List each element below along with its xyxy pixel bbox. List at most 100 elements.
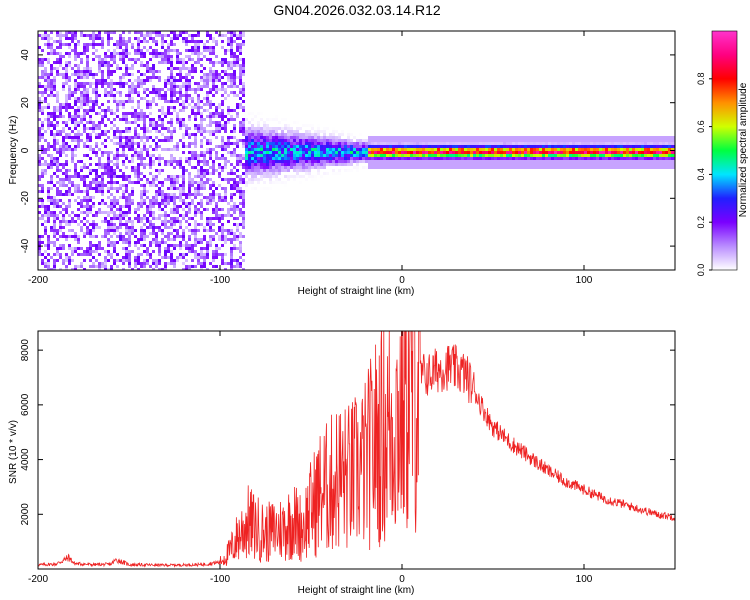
heatmap-cell [59,145,62,148]
heatmap-cell [527,163,530,166]
heatmap-cell [431,142,434,145]
heatmap-cell [119,130,122,133]
heatmap-cell [665,157,668,160]
heatmap-cell [110,64,113,67]
heatmap-cell [263,175,266,178]
heatmap-cell [215,205,218,208]
heatmap-cell [200,115,203,118]
heatmap-cell [314,163,317,166]
heatmap-cell [92,121,95,124]
heatmap-cell [410,139,413,142]
heatmap-cell [632,151,635,154]
heatmap-cell [488,139,491,142]
heatmap-cell [221,223,224,226]
heatmap-cell [116,235,119,238]
heatmap-cell [167,187,170,190]
heatmap-cell [53,88,56,91]
heatmap-cell [467,163,470,166]
heatmap-cell [56,151,59,154]
heatmap-cell [59,31,62,34]
heatmap-cell [209,154,212,157]
heatmap-cell [383,142,386,145]
heatmap-cell [449,163,452,166]
heatmap-cell [119,55,122,58]
heatmap-cell [593,139,596,142]
heatmap-cell [107,40,110,43]
heatmap-cell [278,181,281,184]
heatmap-cell [185,241,188,244]
heatmap-cell [515,157,518,160]
heatmap-cell [248,133,251,136]
heatmap-cell [80,52,83,55]
heatmap-cell [113,199,116,202]
heatmap-cell [41,151,44,154]
heatmap-cell [368,154,371,157]
heatmap-cell [128,241,131,244]
heatmap-cell [389,163,392,166]
heatmap-cell [47,58,50,61]
heatmap-cell [74,184,77,187]
heatmap-cell [206,73,209,76]
heatmap-cell [440,157,443,160]
heatmap-cell [551,166,554,169]
heatmap-cell [407,145,410,148]
heatmap-cell [158,205,161,208]
heatmap-cell [41,64,44,67]
heatmap-cell [122,61,125,64]
heatmap-cell [116,214,119,217]
heatmap-cell [98,55,101,58]
heatmap-cell [416,136,419,139]
heatmap-cell [95,250,98,253]
heatmap-cell [71,220,74,223]
heatmap-cell [665,166,668,169]
heatmap-cell [116,100,119,103]
heatmap-cell [245,163,248,166]
heatmap-cell [98,184,101,187]
heatmap-cell [233,232,236,235]
heatmap-cell [314,136,317,139]
heatmap-cell [347,154,350,157]
heatmap-cell [107,166,110,169]
heatmap-cell [260,160,263,163]
heatmap-cell [167,55,170,58]
heatmap-cell [422,151,425,154]
heatmap-cell [440,166,443,169]
heatmap-cell [356,139,359,142]
heatmap-cell [227,214,230,217]
heatmap-cell [431,163,434,166]
heatmap-cell [152,160,155,163]
heatmap-cell [587,139,590,142]
heatmap-cell [242,91,245,94]
heatmap-cell [134,79,137,82]
heatmap-cell [221,235,224,238]
heatmap-cell [236,262,239,265]
heatmap-cell [320,166,323,169]
heatmap-cell [56,238,59,241]
heatmap-cell [581,154,584,157]
heatmap-cell [266,166,269,169]
heatmap-cell [104,232,107,235]
heatmap-cell [185,55,188,58]
heatmap-cell [62,67,65,70]
heatmap-cell [215,91,218,94]
heatmap-cell [110,223,113,226]
heatmap-cell [50,256,53,259]
heatmap-cell [230,208,233,211]
heatmap-cell [206,94,209,97]
heatmap-cell [212,49,215,52]
heatmap-cell [56,70,59,73]
heatmap-cell [179,160,182,163]
heatmap-cell [56,73,59,76]
heatmap-cell [530,145,533,148]
heatmap-cell [194,52,197,55]
heatmap-cell [65,211,68,214]
heatmap-cell [284,139,287,142]
heatmap-cell [140,205,143,208]
heatmap-cell [107,181,110,184]
heatmap-cell [44,172,47,175]
heatmap-cell [95,79,98,82]
heatmap-cell [86,67,89,70]
heatmap-cell [101,142,104,145]
heatmap-cell [215,73,218,76]
